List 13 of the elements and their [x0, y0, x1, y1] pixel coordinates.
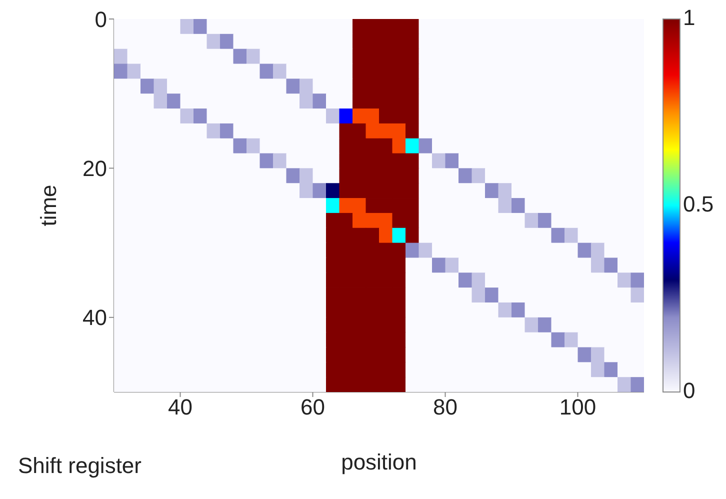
color-bar-label: 1	[683, 4, 696, 30]
color-bar-label: 0	[683, 378, 696, 403]
x-tick-label: 60	[300, 394, 325, 420]
y-axis-title: time	[36, 184, 61, 226]
x-tick-label: 100	[559, 394, 596, 420]
text: Shift register	[18, 453, 142, 478]
y-tick-label: 40	[82, 305, 107, 330]
color-bar-label: 0.5	[683, 191, 714, 216]
x-tick-label: 80	[433, 394, 458, 420]
y-tick-label: 20	[82, 156, 107, 182]
x-tick-label: 40	[168, 394, 192, 420]
x-axis-title: position	[341, 450, 417, 475]
y-tick-label: 0	[94, 6, 107, 32]
